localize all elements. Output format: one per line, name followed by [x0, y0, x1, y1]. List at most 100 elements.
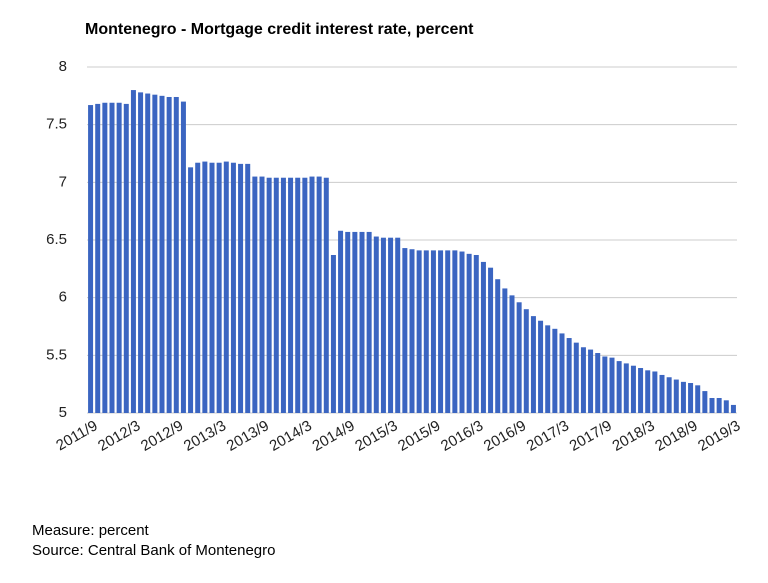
- bar: [723, 400, 729, 413]
- y-tick-label: 5.5: [46, 346, 67, 363]
- bar: [495, 279, 501, 413]
- x-tick-label: 2019/3: [695, 417, 743, 455]
- bar: [352, 231, 358, 413]
- x-tick-label: 2013/9: [224, 417, 272, 455]
- bar: [430, 250, 436, 413]
- y-tick-label: 8: [59, 58, 67, 75]
- bar: [638, 368, 644, 413]
- bar: [545, 325, 551, 413]
- bar: [645, 370, 651, 413]
- x-tick-label: 2013/3: [181, 417, 229, 455]
- bar: [416, 250, 422, 413]
- x-tick-label: 2012/9: [138, 417, 186, 455]
- bar: [152, 94, 158, 414]
- bar: [123, 103, 129, 413]
- bar: [188, 167, 194, 413]
- bar: [209, 162, 215, 413]
- bar: [288, 177, 294, 413]
- x-tick-label: 2018/9: [652, 417, 700, 455]
- bar: [616, 361, 622, 413]
- x-tick-label: 2017/9: [567, 417, 615, 455]
- bar: [695, 385, 701, 413]
- bar: [88, 105, 94, 413]
- bar: [238, 163, 244, 413]
- y-tick-label: 7: [59, 173, 67, 190]
- bar: [623, 363, 629, 413]
- bar: [680, 381, 686, 413]
- bar: [359, 231, 365, 413]
- bar: [573, 342, 579, 413]
- bar: [538, 320, 544, 413]
- x-tick-label: 2017/3: [524, 417, 572, 455]
- source-note: Source: Central Bank of Montenegro: [32, 542, 275, 559]
- bar: [688, 383, 694, 413]
- bar: [502, 288, 508, 413]
- bar: [180, 101, 186, 413]
- bar: [459, 251, 465, 413]
- bar: [202, 161, 208, 413]
- bar: [523, 309, 529, 413]
- bar: [345, 231, 351, 413]
- bar: [366, 231, 372, 413]
- bar: [588, 349, 594, 413]
- bar: [138, 92, 144, 413]
- bar: [652, 371, 658, 413]
- bar: [216, 162, 222, 413]
- chart-title: Montenegro - Mortgage credit interest ra…: [85, 21, 474, 38]
- bar: [309, 176, 315, 413]
- y-tick-label: 6: [59, 289, 67, 306]
- bar: [330, 254, 336, 413]
- bar: [316, 176, 322, 413]
- bar: [566, 338, 572, 413]
- x-tick-label: 2015/9: [395, 417, 443, 455]
- y-tick-label: 5: [59, 404, 67, 421]
- bar: [273, 177, 279, 413]
- bar: [280, 177, 286, 413]
- bar: [380, 237, 386, 413]
- bar: [445, 250, 451, 413]
- bar: [116, 102, 122, 414]
- bar: [173, 96, 179, 413]
- bar: [409, 249, 415, 413]
- bar: [452, 250, 458, 413]
- bar: [373, 236, 379, 413]
- bar: [595, 353, 601, 413]
- bar: [230, 162, 236, 413]
- bar: [716, 398, 722, 413]
- bar: [509, 295, 515, 413]
- bar: [559, 333, 565, 413]
- bar: [673, 379, 679, 413]
- bar: [395, 237, 401, 413]
- bar: [488, 267, 494, 413]
- bar: [666, 377, 672, 413]
- bar: [266, 177, 272, 413]
- x-tick-label: 2014/9: [309, 417, 357, 455]
- bar: [423, 250, 429, 413]
- bar: [259, 176, 265, 413]
- bar: [252, 176, 258, 413]
- measure-note: Measure: percent: [32, 522, 150, 539]
- bar: [102, 102, 108, 414]
- bar: [438, 250, 444, 413]
- bar: [388, 237, 394, 413]
- x-tick-label: 2016/9: [481, 417, 529, 455]
- bar: [580, 347, 586, 413]
- x-tick-label: 2018/3: [609, 417, 657, 455]
- bar: [659, 374, 665, 413]
- bar: [338, 230, 344, 413]
- bar: [145, 93, 151, 413]
- bar: [302, 177, 308, 413]
- bar: [709, 398, 715, 413]
- bar: [609, 357, 615, 413]
- bar: [516, 302, 522, 413]
- x-tick-label: 2012/3: [95, 417, 143, 455]
- y-tick-label: 6.5: [46, 231, 67, 248]
- bar: [323, 177, 329, 413]
- bar: [552, 328, 558, 413]
- bar: [245, 163, 251, 413]
- bar: [130, 90, 136, 414]
- bar: [602, 356, 608, 413]
- y-tick-label: 7.5: [46, 116, 67, 133]
- bar: [402, 248, 408, 413]
